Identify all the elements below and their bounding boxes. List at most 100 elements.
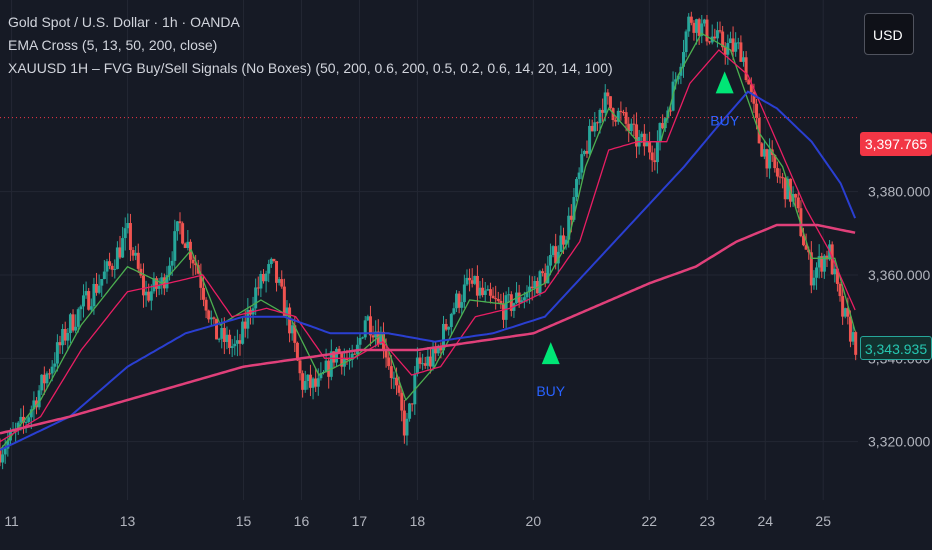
candle-body [465, 277, 469, 285]
candle-body [768, 149, 772, 169]
candle-body [470, 280, 474, 284]
candle-body [486, 289, 490, 291]
candle-body [6, 440, 10, 449]
ema-lines [0, 32, 857, 451]
candle-body [742, 57, 746, 62]
candle-body [488, 289, 492, 296]
candle-body [616, 110, 620, 122]
candle-body [812, 277, 816, 286]
candle-body [721, 31, 725, 48]
candle-body [27, 417, 31, 422]
currency-button[interactable]: USD [864, 13, 914, 55]
candle-body [308, 374, 312, 388]
candle-body [298, 360, 302, 374]
candle-body [243, 321, 247, 329]
candle-body [3, 448, 7, 455]
candle-body [0, 450, 2, 463]
candle-body [303, 380, 307, 390]
candle-body [381, 331, 385, 350]
candle-body [564, 239, 568, 245]
candle-body [444, 323, 448, 330]
candle-body [815, 267, 819, 278]
candle-body [481, 287, 485, 295]
symbol-title[interactable]: Gold Spot / U.S. Dollar · 1h · OANDA [8, 14, 240, 30]
candle-body [632, 123, 636, 125]
candle-body [640, 133, 644, 138]
candle-body [817, 256, 821, 268]
candle-body [306, 374, 310, 381]
candle-body [744, 57, 748, 81]
candle-body [624, 112, 628, 124]
candle-body [136, 252, 140, 269]
candle-body [170, 260, 174, 266]
candle-body [76, 309, 80, 327]
candle-body [439, 346, 443, 351]
candle-body [658, 123, 662, 142]
candle-body [543, 273, 547, 284]
candle-body [32, 400, 36, 410]
candle-body [619, 110, 623, 113]
candle-body [332, 351, 336, 363]
candle-body [415, 357, 419, 374]
candle-body [491, 295, 495, 299]
candle-body [285, 307, 289, 317]
candle-body [68, 314, 72, 333]
candle-body [108, 261, 112, 266]
candle-body [635, 124, 639, 147]
candle-body [301, 373, 305, 390]
candle-body [131, 250, 135, 256]
candle-body [504, 295, 508, 320]
price-tick-label: 3,380.000 [868, 184, 930, 200]
price-tick-label: 3,320.000 [868, 434, 930, 450]
candle-body [246, 310, 250, 329]
candle-body [494, 298, 498, 300]
candle-body [183, 243, 187, 248]
candle-body [468, 277, 472, 281]
time-tick-label: 16 [294, 513, 310, 529]
candle-body [149, 291, 153, 301]
candle-body [327, 360, 331, 377]
candle-body [517, 292, 521, 303]
price-tick-label: 3,360.000 [868, 267, 930, 283]
candle-body [773, 154, 777, 169]
candle-body [350, 353, 354, 360]
candle-body [45, 373, 49, 384]
candle-body [173, 231, 177, 261]
candle-body [53, 363, 57, 367]
candle-body [123, 228, 127, 239]
candle-body [820, 256, 824, 272]
candle-body [389, 366, 393, 379]
candle-body [629, 123, 633, 132]
time-tick-label: 17 [352, 513, 368, 529]
candle-body [217, 338, 221, 340]
candle-body [410, 403, 414, 405]
candle-body [233, 343, 237, 347]
candle-body [89, 306, 93, 310]
candle-body [473, 275, 477, 284]
ema-cross-indicator-label[interactable]: EMA Cross (5, 13, 50, 200, close) [8, 37, 218, 53]
candle-body [256, 287, 260, 289]
candle-body [809, 252, 813, 286]
candle-body [499, 300, 503, 304]
time-tick-label: 24 [757, 513, 773, 529]
candle-body [822, 255, 826, 272]
candle-body [556, 251, 560, 264]
candle-body [457, 293, 461, 308]
buy-signal-label: BUY [710, 112, 739, 128]
candle-body [460, 302, 464, 308]
candle-body [118, 247, 122, 258]
candle-body [434, 348, 438, 354]
candle-body [428, 356, 432, 367]
candle-body [569, 215, 573, 220]
candle-body [40, 374, 44, 391]
candle-body [209, 317, 213, 320]
candle-body [92, 283, 96, 307]
candle-body [50, 366, 54, 374]
fvg-indicator-label[interactable]: XAUUSD 1H – FVG Buy/Sell Signals (No Box… [8, 60, 613, 76]
candle-body [655, 141, 659, 163]
buy-arrow-icon [541, 342, 560, 365]
candle-body [786, 178, 790, 200]
candle-body [165, 275, 169, 289]
